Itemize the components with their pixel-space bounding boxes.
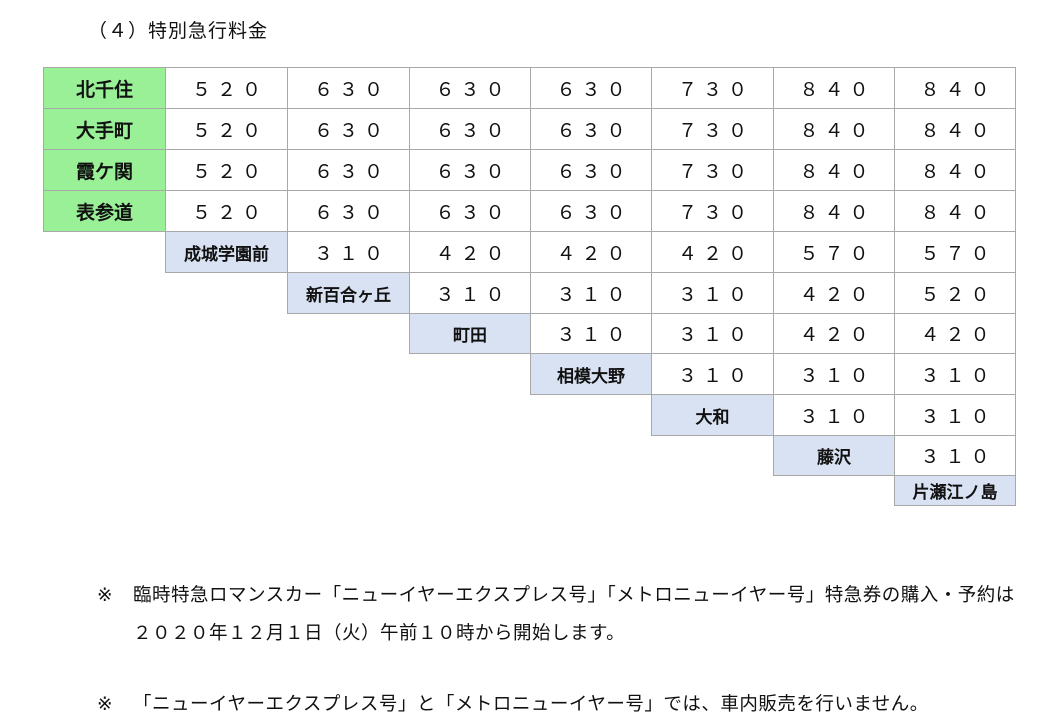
station-label: 相模大野 [530, 353, 652, 395]
fare-cell: ６３０ [287, 108, 410, 150]
fare-cell: ５２０ [165, 108, 288, 150]
fare-cell: ４２０ [409, 231, 531, 273]
fare-cell: ８４０ [894, 108, 1016, 150]
fare-cell: ８４０ [773, 149, 895, 191]
fare-cell: ３１０ [530, 272, 652, 314]
section-title: （４）特別急行料金 [88, 20, 269, 42]
fare-cell: ８４０ [894, 149, 1016, 191]
note-no-onboard-sales: ※ 「ニューイヤーエクスプレス号」と「メトロニューイヤー号」では、車内販売を行い… [97, 686, 1023, 724]
origin-station-label: 霞ケ関 [43, 149, 166, 191]
fare-cell: ６３０ [530, 190, 652, 232]
fare-cell: ６３０ [530, 149, 652, 191]
fare-cell: ５２０ [165, 67, 288, 109]
note-mark: ※ [97, 694, 114, 715]
fare-cell: ３１０ [894, 435, 1016, 476]
fare-cell: ６３０ [287, 190, 410, 232]
origin-station-label: 大手町 [43, 108, 166, 150]
fare-cell: ４２０ [894, 313, 1016, 354]
station-label: 新百合ヶ丘 [287, 272, 410, 314]
fare-cell: ３１０ [651, 353, 774, 395]
note-text: 臨時特急ロマンスカー「ニューイヤーエクスプレス号」「メトロニューイヤー号」特急券… [133, 585, 1015, 644]
fare-cell: ７３０ [651, 108, 774, 150]
fare-cell: ５７０ [894, 231, 1016, 273]
fare-cell: ４２０ [651, 231, 774, 273]
fare-cell: ６３０ [287, 67, 410, 109]
origin-station-label: 北千住 [43, 67, 166, 109]
fare-cell: ６３０ [409, 108, 531, 150]
fare-cell: ６３０ [530, 108, 652, 150]
fare-cell: ３１０ [409, 272, 531, 314]
fare-cell: ５２０ [165, 149, 288, 191]
fare-cell: ７３０ [651, 149, 774, 191]
fare-cell: ３１０ [287, 231, 410, 273]
fare-cell: ６３０ [409, 190, 531, 232]
fare-cell: ７３０ [651, 190, 774, 232]
station-label: 成城学園前 [165, 231, 288, 273]
fare-cell: ８４０ [773, 190, 895, 232]
note-reservation: ※ 臨時特急ロマンスカー「ニューイヤーエクスプレス号」「メトロニューイヤー号」特… [97, 577, 1023, 653]
station-label: 片瀬江ノ島 [894, 475, 1016, 506]
station-label: 藤沢 [773, 435, 895, 476]
fare-cell: ６３０ [287, 149, 410, 191]
fare-cell: ４２０ [773, 272, 895, 314]
fare-cell: ８４０ [773, 108, 895, 150]
note-text: 「ニューイヤーエクスプレス号」と「メトロニューイヤー号」では、車内販売を行いませ… [133, 694, 929, 715]
fare-cell: ７３０ [651, 67, 774, 109]
fare-cell: ６３０ [409, 67, 531, 109]
fare-cell: ４２０ [773, 313, 895, 354]
fare-cell: ４２０ [530, 231, 652, 273]
fare-cell: ５２０ [165, 190, 288, 232]
fare-cell: ３１０ [773, 353, 895, 395]
fare-cell: ６３０ [409, 149, 531, 191]
fare-cell: ３１０ [894, 394, 1016, 436]
origin-station-label: 表参道 [43, 190, 166, 232]
fare-cell: ３１０ [651, 313, 774, 354]
fare-cell: ３１０ [651, 272, 774, 314]
fare-cell: ５７０ [773, 231, 895, 273]
fare-cell: ８４０ [894, 67, 1016, 109]
fare-cell: ６３０ [530, 67, 652, 109]
fare-cell: ３１０ [530, 313, 652, 354]
fare-cell: ８４０ [894, 190, 1016, 232]
fare-cell: ５２０ [894, 272, 1016, 314]
station-label: 町田 [409, 313, 531, 354]
fare-cell: ３１０ [773, 394, 895, 436]
station-label: 大和 [651, 394, 774, 436]
fare-cell: ８４０ [773, 67, 895, 109]
fare-cell: ３１０ [894, 353, 1016, 395]
note-mark: ※ [97, 585, 114, 606]
